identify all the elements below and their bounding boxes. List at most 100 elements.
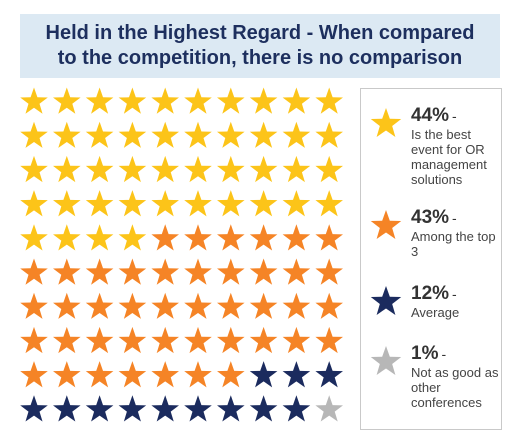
star-best [53,155,81,183]
star-top3 [249,292,278,319]
star-average [20,395,48,422]
star-average [151,395,179,422]
star-top3 [118,292,147,319]
star-best [249,87,278,114]
star-top3 [249,258,278,285]
star-best [118,155,147,183]
star-top3 [184,292,212,319]
star-best [85,224,114,251]
star-best [217,190,245,217]
star-top3 [151,292,179,319]
star-average [249,395,278,422]
star-best [20,224,48,251]
star-best [315,190,343,217]
star-best [217,121,245,148]
star-average [118,395,147,422]
legend-star-icon [370,286,402,315]
star-top3 [53,326,81,354]
star-best [118,121,147,148]
star-best [184,190,212,217]
star-top3 [85,292,114,319]
star-top3 [85,258,114,285]
star-average [282,395,311,422]
legend-dash: - [452,210,457,226]
star-top3 [151,258,179,285]
star-best [53,224,81,251]
star-top3 [217,258,245,285]
star-top3 [151,326,179,354]
star-top3 [53,292,81,319]
star-best [118,190,147,217]
star-grid [20,87,343,422]
star-average [184,395,212,422]
star-best [249,190,278,217]
title-band: Held in the Highest Regard - When compar… [20,14,500,78]
star-best [151,121,179,148]
star-best [53,190,81,217]
star-top3 [85,361,114,388]
star-top3 [184,361,212,388]
star-top3 [118,361,147,388]
star-top3 [282,292,311,319]
star-not-as-good [315,395,343,422]
legend-star-icon [370,346,402,375]
star-top3 [20,292,48,319]
star-best [85,155,114,183]
legend-dash: - [441,346,447,362]
star-best [282,190,311,217]
star-top3 [217,292,245,319]
star-top3 [315,224,343,251]
legend-pct-best: 44% [411,105,450,126]
legend-star-icon [370,108,402,137]
chart-title: Held in the Highest Regard - When compar… [45,22,475,69]
star-average [53,395,81,422]
star-average [217,395,245,422]
star-top3 [53,361,81,388]
star-top3 [85,326,114,354]
legend-desc-not-as-good: Not as good as other conferences [411,365,499,410]
star-best [249,121,278,148]
legend-desc-best: Is the best event for OR management solu… [411,127,487,187]
star-top3 [184,224,212,251]
star-best [315,155,343,183]
star-best [151,190,179,217]
star-best [20,87,48,114]
star-top3 [249,326,278,354]
star-top3 [118,326,147,354]
star-best [217,155,245,183]
star-best [53,87,81,114]
star-top3 [20,326,48,354]
star-top3 [282,326,311,354]
star-average [249,361,278,388]
star-best [85,121,114,148]
star-best [20,190,48,217]
star-best [282,121,311,148]
star-best [20,121,48,148]
star-top3 [315,292,343,319]
star-best [184,155,212,183]
star-top3 [20,258,48,285]
star-top3 [217,224,245,251]
star-top3 [118,258,147,285]
legend-pct-not-as-good: 1% [411,343,439,364]
star-top3 [217,361,245,388]
legend-dash: - [452,108,457,124]
star-top3 [315,326,343,354]
star-average [282,361,311,388]
star-top3 [315,258,343,285]
star-best [53,121,81,148]
star-best [151,87,179,114]
legend-pct-top3: 43% [411,207,450,228]
star-top3 [53,258,81,285]
star-best [118,224,147,251]
star-best [151,155,179,183]
star-average [85,395,114,422]
star-top3 [151,224,179,251]
star-top3 [151,361,179,388]
star-best [85,87,114,114]
star-top3 [249,224,278,251]
star-average [315,361,343,388]
star-best [118,87,147,114]
legend-pct-average: 12% [411,283,450,304]
star-top3 [20,361,48,388]
